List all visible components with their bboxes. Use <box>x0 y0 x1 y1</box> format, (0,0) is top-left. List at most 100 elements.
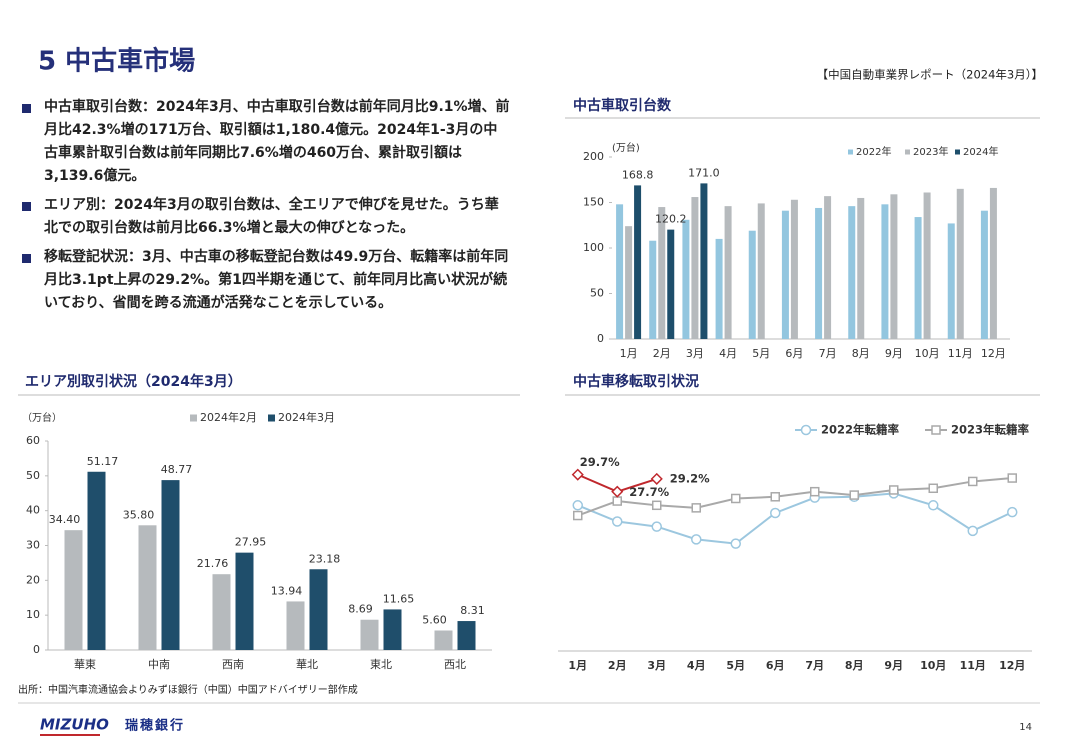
bar <box>616 204 624 339</box>
data-label: 5.60 <box>422 613 447 626</box>
bar <box>989 187 997 339</box>
data-label: 11.65 <box>383 592 415 605</box>
bar <box>923 192 931 339</box>
data-label: 8.69 <box>348 603 373 616</box>
bar <box>457 621 476 650</box>
y-tick-label: 50 <box>26 469 40 482</box>
marker <box>968 476 978 487</box>
bar <box>138 525 157 650</box>
bullet: エリア別：2024年3月の取引台数は、全エリアで伸びを見せた。うち華北での取引台… <box>22 194 510 240</box>
x-tick-label: 8月 <box>845 659 864 672</box>
marker <box>849 490 859 500</box>
section-title: エリア別取引状況（2024年3月） <box>25 373 242 390</box>
x-tick-label: 2月 <box>608 659 627 672</box>
marker <box>651 521 662 532</box>
source: 出所：中国汽車流通協会よりみずほ銀行（中国）中国アドバイザリー部作成 <box>18 683 358 696</box>
x-tick-label: 1月 <box>620 347 638 360</box>
bar <box>947 223 955 339</box>
bar <box>383 609 402 650</box>
unit-label: (万台) <box>612 141 640 154</box>
marker <box>611 485 624 498</box>
y-tick-label: 0 <box>597 332 604 345</box>
bar <box>790 199 798 339</box>
data-label: 29.2% <box>670 471 710 485</box>
marker <box>691 534 702 545</box>
x-tick-label: 6月 <box>766 659 785 672</box>
bar <box>724 206 732 339</box>
data-label: 168.8 <box>622 168 654 181</box>
marker <box>573 510 583 521</box>
marker <box>572 500 583 511</box>
title: 5 中古車市場 <box>38 46 195 77</box>
marker <box>730 538 741 549</box>
marker <box>800 424 812 436</box>
bar <box>682 219 690 339</box>
x-tick-label: 9月 <box>884 659 903 672</box>
data-label: 23.18 <box>309 552 341 565</box>
marker <box>928 483 938 494</box>
legend-swatch <box>190 414 197 422</box>
bullets: 中古車取引台数：2024年3月、中古車取引台数は前年同月比9.1%増、前月比42… <box>22 96 510 321</box>
data-label: 29.7% <box>580 455 620 469</box>
marker <box>770 492 780 502</box>
data-label: 27.7% <box>629 485 669 499</box>
y-tick-label: 0 <box>33 643 40 656</box>
x-tick-label: 西北 <box>444 658 466 671</box>
marker <box>1007 506 1018 518</box>
x-tick-label: 7月 <box>805 659 824 672</box>
bar <box>700 183 708 339</box>
x-tick-label: 中南 <box>148 658 170 671</box>
bar <box>980 210 988 339</box>
legend-swatch <box>955 149 960 155</box>
unit-label: （万台） <box>22 411 62 424</box>
page-number: 14 <box>1019 722 1032 733</box>
bar <box>815 207 823 339</box>
x-tick-label: 1月 <box>568 659 587 672</box>
bar <box>634 185 642 339</box>
x-tick-label: 5月 <box>726 659 745 672</box>
x-tick-label: 9月 <box>885 347 903 360</box>
marker <box>571 468 584 481</box>
data-label: 13.94 <box>271 584 303 597</box>
legend-label: 2024年 <box>963 145 998 158</box>
bar <box>161 480 180 650</box>
x-tick-label: 8月 <box>852 347 870 360</box>
bar <box>881 204 889 339</box>
x-tick-label: 11月 <box>960 659 986 672</box>
data-label: 171.0 <box>688 166 720 179</box>
bar <box>658 207 666 339</box>
bullet: 中古車取引台数：2024年3月、中古車取引台数は前年同月比9.1%増、前月比42… <box>22 96 510 188</box>
marker <box>1007 473 1017 483</box>
x-tick-label: 3月 <box>686 347 704 360</box>
x-tick-label: 12月 <box>999 659 1025 672</box>
data-label: 27.95 <box>235 536 267 549</box>
bar <box>360 619 379 650</box>
bar <box>87 471 106 650</box>
marker <box>931 425 941 435</box>
bar <box>715 238 723 339</box>
x-tick-label: 6月 <box>785 347 803 360</box>
legend-label: 2023年転籍率 <box>951 423 1030 437</box>
marker <box>612 516 623 527</box>
x-tick-label: 10月 <box>920 659 946 672</box>
data-label: 21.76 <box>197 557 229 570</box>
bar <box>235 552 254 650</box>
x-tick-label: 2月 <box>653 347 671 360</box>
section-title: 中古車取引台数 <box>573 97 672 114</box>
legend-swatch <box>268 414 275 422</box>
x-tick-label: 華東 <box>74 658 96 671</box>
series-line <box>577 477 1013 517</box>
x-tick-label: 3月 <box>647 659 666 672</box>
series-line <box>577 492 1013 545</box>
data-label: 120.2 <box>655 213 687 226</box>
x-tick-label: 5月 <box>752 347 770 360</box>
bar <box>824 196 832 339</box>
y-tick-label: 50 <box>590 287 604 300</box>
bar <box>748 230 756 339</box>
report-tag: 【中国自動車業界レポート（2024年3月）】 <box>817 68 1043 82</box>
legend-label: 2024年2月 <box>200 410 257 424</box>
logo: MIZUHO <box>40 716 109 734</box>
bar <box>649 240 657 339</box>
